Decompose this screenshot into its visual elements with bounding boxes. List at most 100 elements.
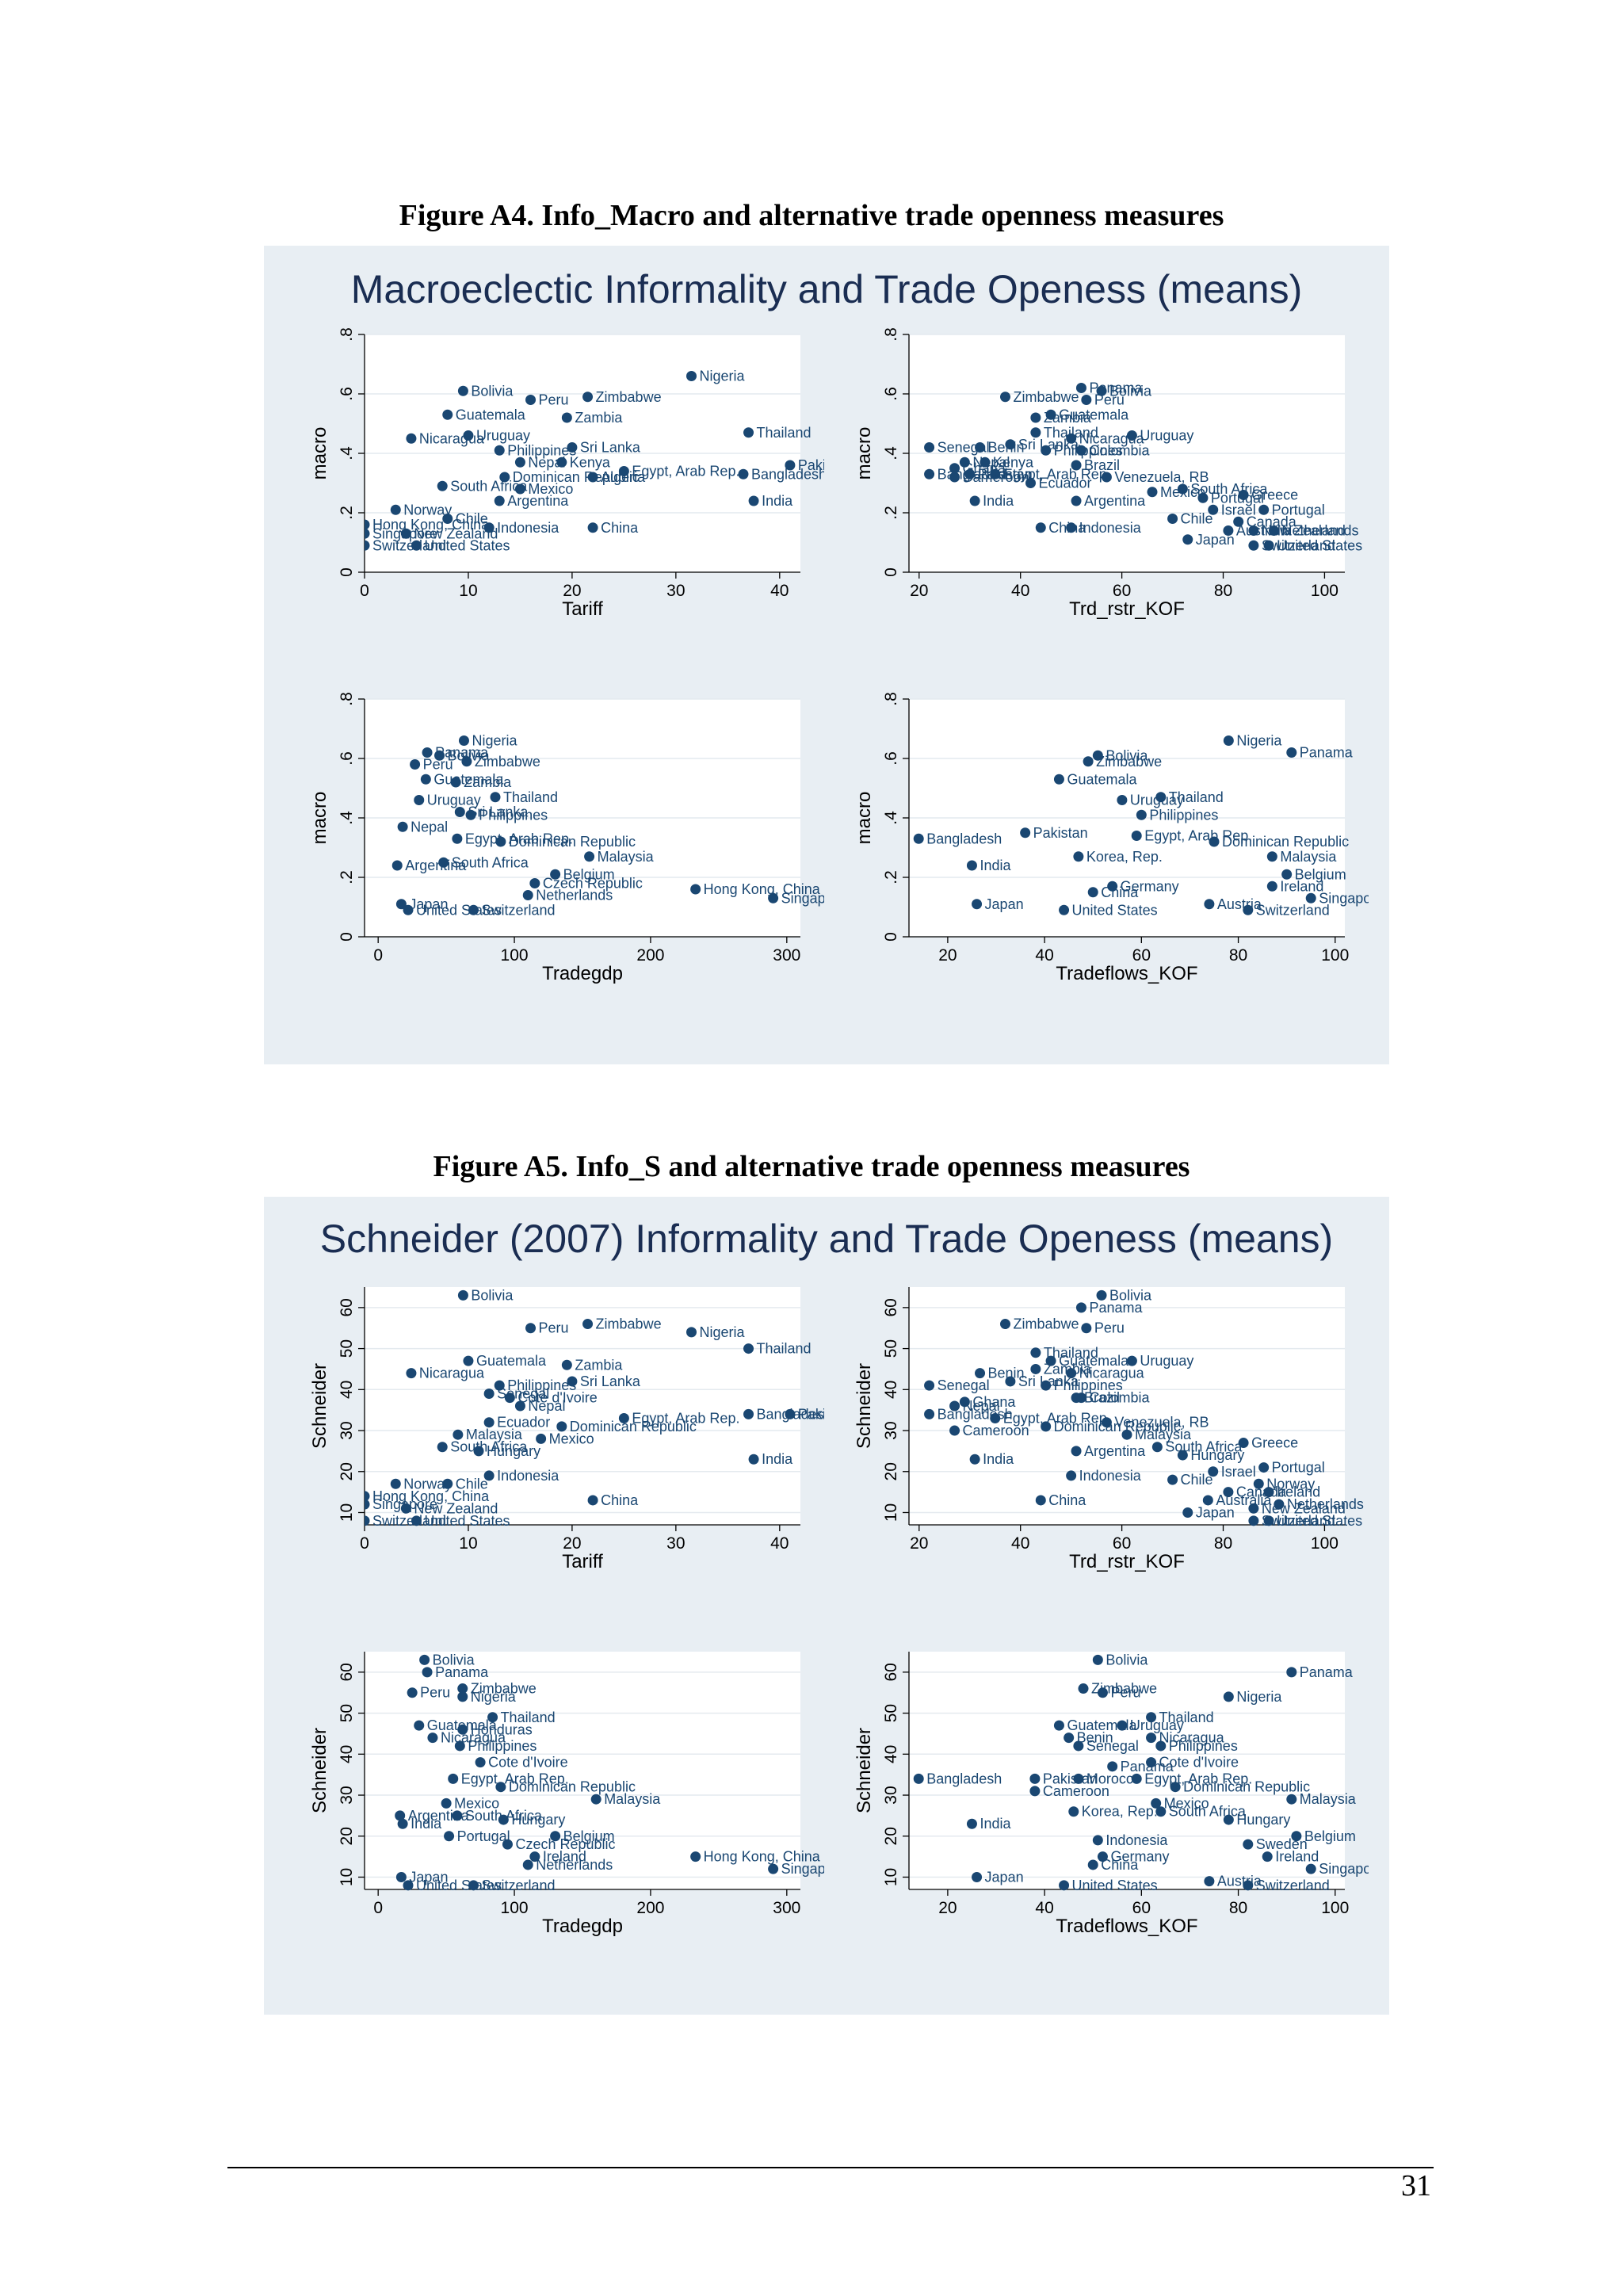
- point-label-cote-d-ivoire: Cote d'Ivoire: [488, 1755, 568, 1771]
- point-label-indonesia: Indonesia: [497, 1468, 559, 1484]
- x-tick-label: 40: [1011, 1534, 1029, 1553]
- point-pakistan: [964, 468, 976, 479]
- point-zimbabwe: [1000, 1319, 1011, 1330]
- point-label-dominican-republic: Dominican Republic: [1222, 834, 1349, 850]
- point-label-hungary: Hungary: [487, 1443, 540, 1459]
- point-label-south-africa: South Africa: [452, 854, 529, 870]
- point-benin: [975, 1368, 986, 1379]
- point-label-thailand: Thailand: [501, 1710, 556, 1725]
- point-label-india: India: [983, 1451, 1014, 1467]
- point-mexico: [514, 483, 525, 495]
- point-portugal: [1258, 1462, 1270, 1473]
- point-label-panama: Panama: [1121, 1759, 1174, 1775]
- point-label-mexico: Mexico: [454, 1795, 499, 1811]
- y-tick-label: 60: [882, 1298, 900, 1316]
- y-tick-label: 0: [882, 932, 900, 942]
- point-austria: [1204, 899, 1215, 910]
- panel-title-a5: Schneider (2007) Informality and Trade O…: [319, 1217, 1334, 1261]
- point-india: [966, 860, 977, 871]
- point-label-united-states: United States: [416, 902, 502, 918]
- point-china: [1087, 1859, 1098, 1870]
- point-label-china: China: [1101, 1857, 1139, 1873]
- x-tick-label: 30: [666, 1534, 685, 1553]
- point-peru: [525, 1323, 537, 1334]
- point-label-zambia: Zambia: [464, 774, 512, 790]
- point-india: [966, 1818, 977, 1829]
- point-label-bolivia: Bolivia: [1109, 1287, 1152, 1303]
- point-israel: [1208, 504, 1219, 515]
- point-label-honduras: Honduras: [471, 1721, 533, 1737]
- point-label-dominican-republic: Dominican Republic: [509, 1779, 636, 1795]
- point-chile: [1167, 514, 1178, 524]
- y-tick-label: 10: [338, 1868, 356, 1886]
- point-label-argentina: Argentina: [405, 858, 467, 873]
- y-tick-label: .2: [882, 870, 900, 884]
- point-label-zambia: Zambia: [1044, 410, 1092, 426]
- point-label-peru: Peru: [423, 757, 453, 773]
- point-guatemala: [1053, 774, 1064, 785]
- point-guatemala: [420, 774, 431, 785]
- y-axis-label: Schneider: [309, 1363, 330, 1449]
- scatter-points: Nigeria Bolivia Zimbabwe Peru Guatemala Zambi…: [365, 369, 824, 553]
- y-tick-label: 0: [338, 567, 356, 577]
- point-egypt-arab-rep: [990, 468, 1001, 479]
- point-pakistan: [1029, 1773, 1041, 1784]
- point-panama: [1286, 747, 1297, 758]
- point-thailand: [1155, 792, 1167, 803]
- x-tick-label: 80: [1229, 946, 1247, 965]
- scatter-points: NigeriaPanamaBoliviaZimbabwePeruGuatemal…: [391, 733, 824, 918]
- point-label-nicaragua: Nicaragua: [419, 1366, 485, 1381]
- point-label-uruguay: Uruguay: [1130, 1717, 1184, 1733]
- point-panama: [422, 1667, 433, 1678]
- point-label-cote-d-ivoire: Cote d'Ivoire: [517, 1390, 598, 1406]
- point-philippines: [1155, 1740, 1167, 1752]
- point-label-thailand: Thailand: [757, 425, 812, 441]
- point-nepal: [949, 1400, 960, 1412]
- y-tick-label: 60: [338, 1298, 356, 1316]
- point-label-south-africa: South Africa: [450, 1439, 528, 1455]
- x-tick-label: 0: [360, 582, 369, 600]
- scatter-macro-tradeflows-kof: 0 .2 .4 .6 .8 20 40 60 80 100 Tradeflows_KOF macro N…: [854, 692, 1369, 984]
- point-nigeria: [1223, 1691, 1234, 1702]
- point-sri-lanka: [1005, 1376, 1016, 1387]
- point-greece: [1238, 490, 1249, 500]
- point-venezuela-rb: [1101, 1417, 1112, 1428]
- point-label-belgium: Belgium: [1304, 1828, 1356, 1844]
- point-south-africa: [452, 1810, 463, 1821]
- point-label-japan: Japan: [985, 896, 1024, 912]
- point-nigeria: [458, 735, 469, 746]
- point-nigeria: [686, 371, 697, 381]
- point-label-uruguay: Uruguay: [1130, 793, 1184, 808]
- point-dominican-republic: [1209, 836, 1220, 847]
- y-tick-label: .8: [882, 692, 900, 706]
- y-axis-label: macro: [854, 427, 875, 480]
- x-axis-label: Tariff: [562, 598, 603, 620]
- point-portugal: [444, 1831, 455, 1842]
- point-label-switzerland: Switzerland: [482, 902, 556, 918]
- point-cote-d-ivoire: [504, 1392, 515, 1404]
- point-label-zimbabwe: Zimbabwe: [1096, 754, 1162, 770]
- x-tick-label: 20: [910, 1534, 928, 1553]
- point-label-nepal: Nepal: [411, 819, 448, 835]
- point-label-brazil: Brazil: [1084, 457, 1120, 473]
- point-label-morocco: Morocco: [1086, 1771, 1141, 1786]
- point-dominican-republic: [495, 1782, 506, 1793]
- point-nepal: [514, 1400, 525, 1412]
- y-tick-label: .2: [338, 506, 356, 520]
- point-nepal: [959, 457, 970, 468]
- point-egypt-arab-rep: [618, 1413, 629, 1424]
- point-belgium: [550, 1831, 561, 1842]
- point-label-norway: Norway: [403, 502, 452, 518]
- point-united-states: [1263, 1515, 1274, 1526]
- point-philippines: [494, 1380, 505, 1391]
- x-tick-label: 20: [910, 582, 928, 600]
- x-tick-label: 60: [1132, 946, 1151, 965]
- point-mexico: [1151, 1797, 1162, 1809]
- point-label-czech-republic: Czech Republic: [543, 876, 643, 892]
- point-label-dominican-republic: Dominican Republic: [509, 834, 636, 850]
- point-label-peru: Peru: [1094, 1320, 1125, 1336]
- point-label-japan: Japan: [985, 1869, 1024, 1885]
- point-label-pakistan: Pakistan: [798, 1406, 853, 1422]
- point-label-guatemala: Guatemala: [1059, 1353, 1129, 1369]
- point-bolivia: [457, 1289, 468, 1301]
